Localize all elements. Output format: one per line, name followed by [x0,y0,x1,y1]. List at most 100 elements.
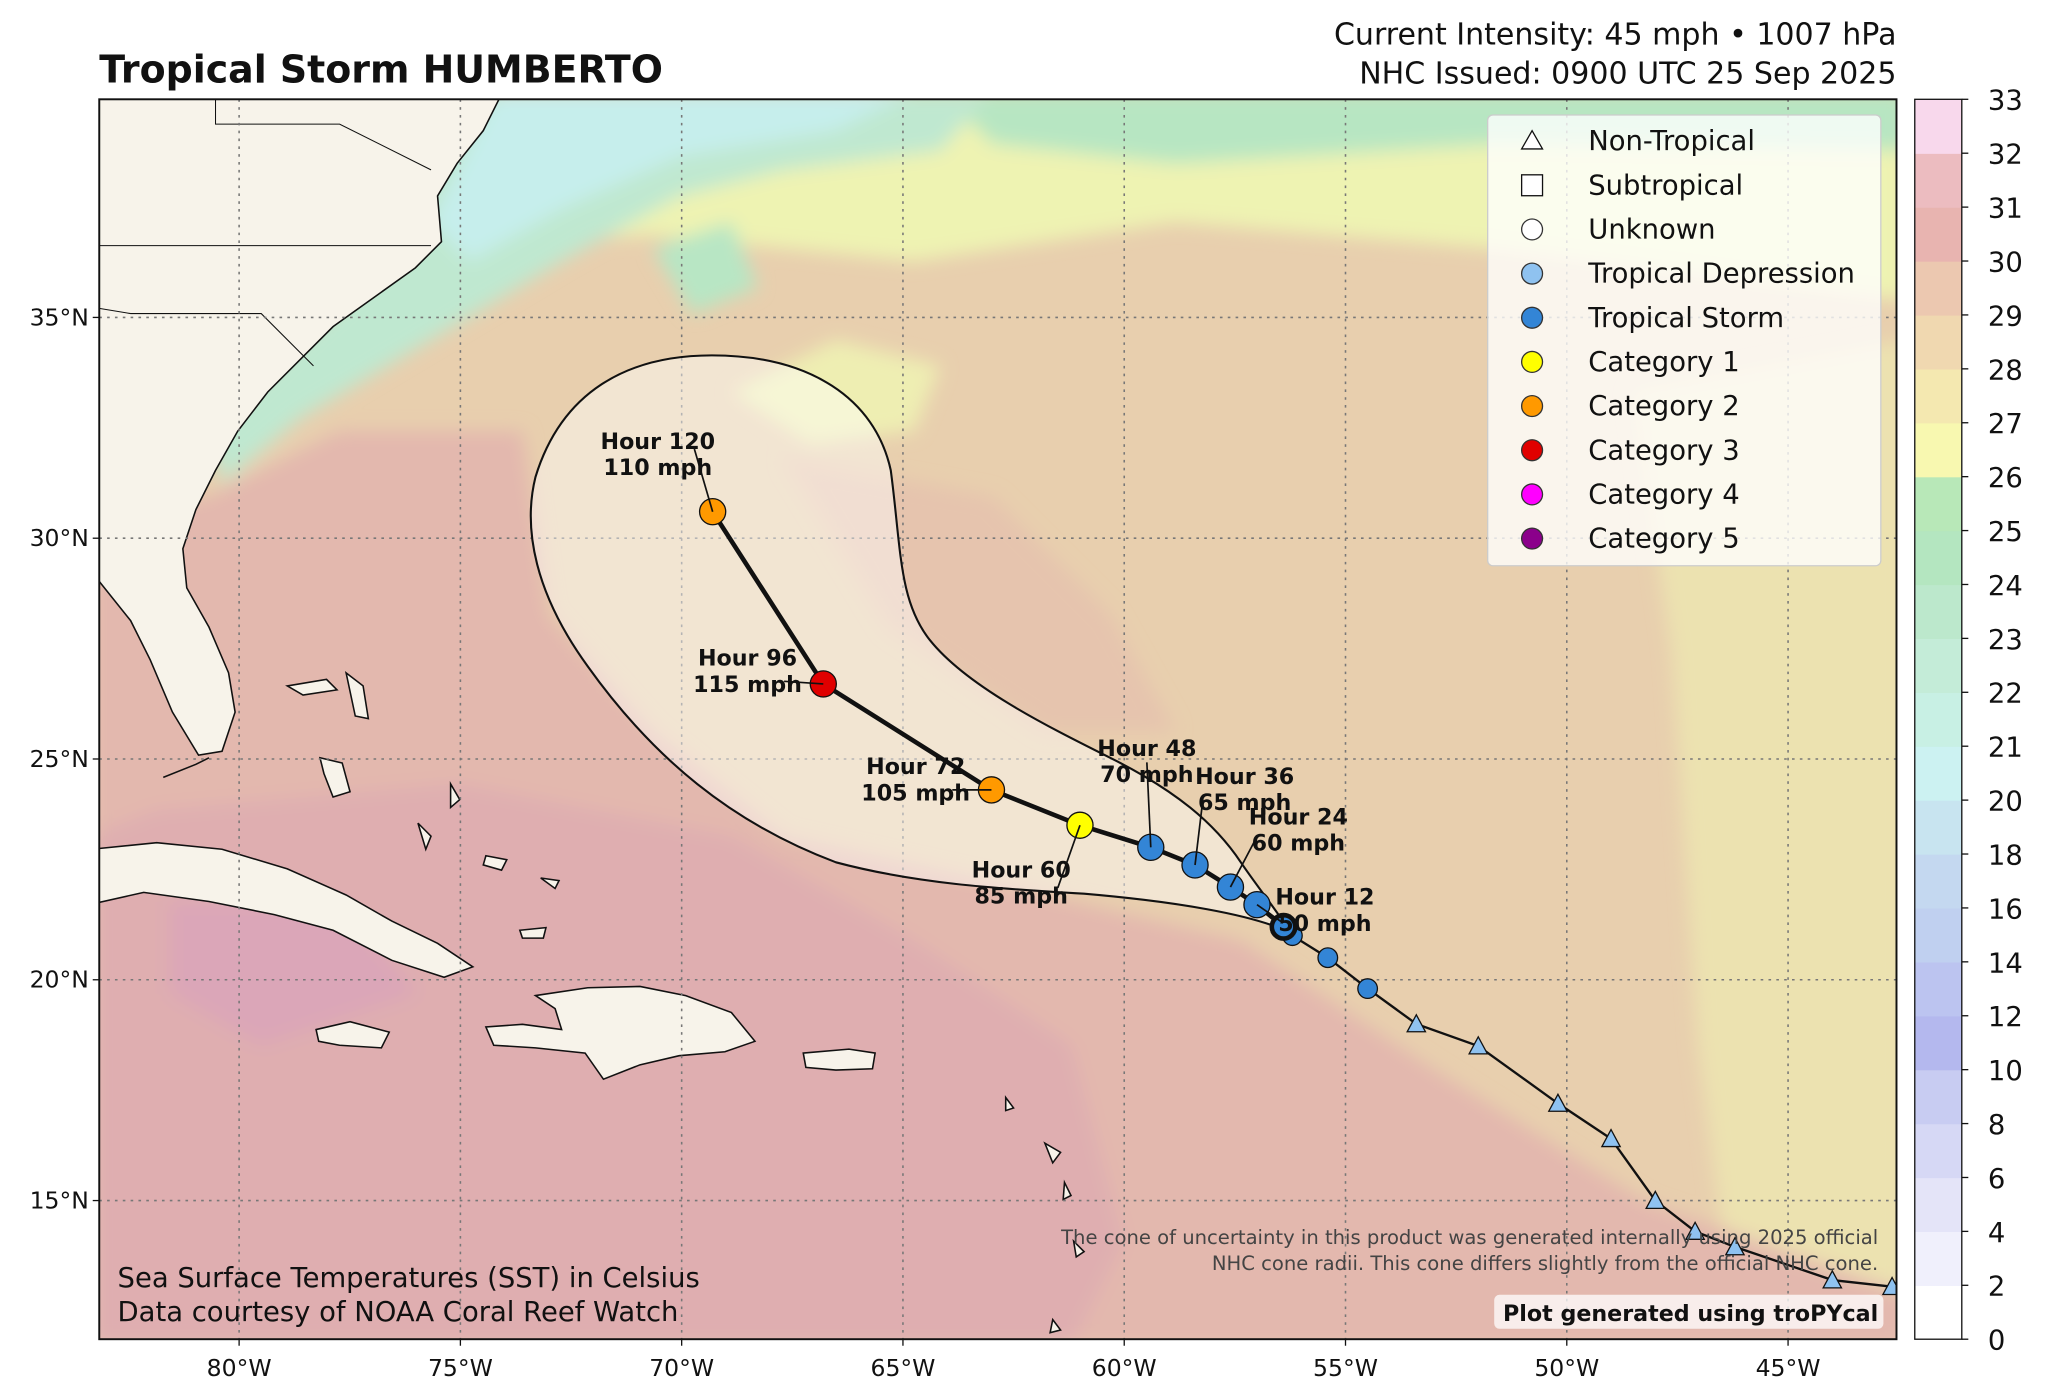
lon-tick-label: 70°W [649,1354,714,1382]
legend-subtropical-icon [1520,174,1544,197]
colorbar-band [1914,422,1962,478]
label-leader-line [693,448,714,512]
us-east-coast [99,99,500,757]
forecast-hour-label: Hour 12 [1275,885,1374,911]
colorbar-tick-label: 23 [1988,625,2023,656]
florida-keys [162,757,210,779]
legend-label: Tropical Depression [1587,259,1855,290]
label-leader-line [1256,904,1284,924]
colorbar-band [1914,638,1962,693]
colorbar-tick-label: 10 [1988,1056,2023,1087]
forecast-wind-label: 110 mph [603,455,712,481]
legend-label: Tropical Storm [1587,303,1784,334]
legend-category-4-icon [1520,483,1544,506]
lat-tick-label: 15°N [30,1186,89,1214]
colorbar-band [1914,1285,1962,1340]
cuba [99,841,475,979]
past-track-point [1406,1013,1427,1033]
forecast-hour-label: Hour 36 [1195,764,1294,790]
colorbar-band [1914,207,1962,262]
forecast-wind-label: 50 mph [1278,911,1371,937]
lat-tick-label: 30°N [30,524,89,552]
cone-of-uncertainty[interactable] [529,354,1294,936]
colorbar-tick-label: 26 [1988,463,2023,494]
label-leader-line [1146,762,1152,848]
past-track-point [1468,1035,1489,1055]
past-track-point [1822,1269,1843,1289]
axis-ticks: 80°W 75°W 70°W 65°W 60°W 55°W 50°W 45°W 15°N 20°N… [30,303,1821,1382]
current-position-marker [1269,912,1298,941]
colorbar-band [1914,907,1962,963]
issued-time: NHC Issued: 0900 UTC 25 Sep 2025 [1359,57,1896,92]
colorbar-band [1914,746,1962,801]
label-leader-line [784,680,824,685]
colorbar-band [1914,854,1962,909]
forecast-hour-label: Hour 72 [866,754,965,780]
colorbar-tick-label: 6 [1988,1164,2005,1195]
colorbar-band [1914,530,1962,586]
legend-box [1487,114,1882,567]
legend-unknown-icon [1520,218,1544,241]
credit-box [1494,1294,1884,1329]
colorbar-frame [1914,98,1963,1340]
state-borders [99,99,432,367]
colorbar-tick-label: 2 [1988,1272,2005,1303]
lat-tick-label: 25°N [30,745,89,773]
legend-label: Category 4 [1588,480,1739,511]
colorbar-band [1914,261,1962,316]
forecast-point [1216,873,1245,901]
forecast-wind-label: 115 mph [693,672,802,698]
legend: Non-Tropical Subtropical Unknown Tropical D… [1487,114,1882,567]
colorbar-tick-label: 12 [1988,1002,2023,1033]
colorbar-band [1914,476,1962,532]
colorbar-tick-label: 27 [1988,409,2023,440]
legend-label: Unknown [1588,215,1715,246]
lon-tick-label: 45°W [1756,1354,1821,1382]
lon-tick-label: 80°W [207,1354,272,1382]
colorbar-band [1914,692,1962,747]
colorbar-tick-label: 8 [1988,1110,2005,1141]
lon-tick-label: 55°W [1313,1354,1378,1382]
jamaica [315,1020,391,1049]
forecast-wind-label: 65 mph [1198,790,1291,816]
forecast-wind-label: 70 mph [1100,762,1193,788]
past-track-point [1547,1092,1569,1112]
colorbar-band [1914,314,1962,370]
plot-frame [98,98,1898,1341]
colorbar-tick-label: 22 [1988,679,2023,710]
forecast-wind-label: 105 mph [861,780,970,806]
legend-tropical-depression-icon [1520,262,1544,285]
map-title: Tropical Storm HUMBERTO [99,47,663,91]
credit-text: Plot generated using troPYcal [1503,1301,1878,1327]
forecast-hour-label: Hour 120 [601,429,716,455]
colorbar-tick-label: 33 [1988,86,2023,117]
forecast-wind-label: 85 mph [975,884,1068,910]
sst-colorbar: 0246810121416182021222324252627282930313… [1914,86,2023,1357]
colorbar-tick-label: 18 [1988,840,2023,871]
colorbar-band [1914,1123,1962,1179]
colorbar-tick-label: 28 [1988,355,2023,386]
past-track-point [1357,978,1379,1000]
colorbar-tick-label: 31 [1988,194,2023,225]
forecast-point [1243,890,1271,919]
current-intensity: Current Intensity: 45 mph • 1007 hPa [1334,17,1897,52]
lon-tick-label: 60°W [1092,1354,1157,1382]
label-leader-line [1056,824,1081,889]
past-track-point [1317,947,1339,969]
past-track-point [1600,1128,1622,1148]
bahamas [285,670,561,939]
forecast-wind-label: 60 mph [1252,830,1345,856]
sst-caption-line2: Data courtesy of NOAA Coral Reef Watch [118,1297,679,1328]
forecast-point [1066,811,1094,839]
colorbar-band [1914,584,1962,640]
colorbar-band [1914,153,1962,208]
lon-tick-label: 50°W [1534,1354,1599,1382]
legend-category-1-icon [1520,350,1544,374]
past-track-point [1645,1190,1666,1210]
forecast-hour-label: Hour 48 [1097,736,1196,762]
legend-label: Subtropical [1588,170,1743,201]
colorbar-tick-label: 24 [1988,571,2023,602]
forecast-hour-label: Hour 24 [1249,804,1348,830]
